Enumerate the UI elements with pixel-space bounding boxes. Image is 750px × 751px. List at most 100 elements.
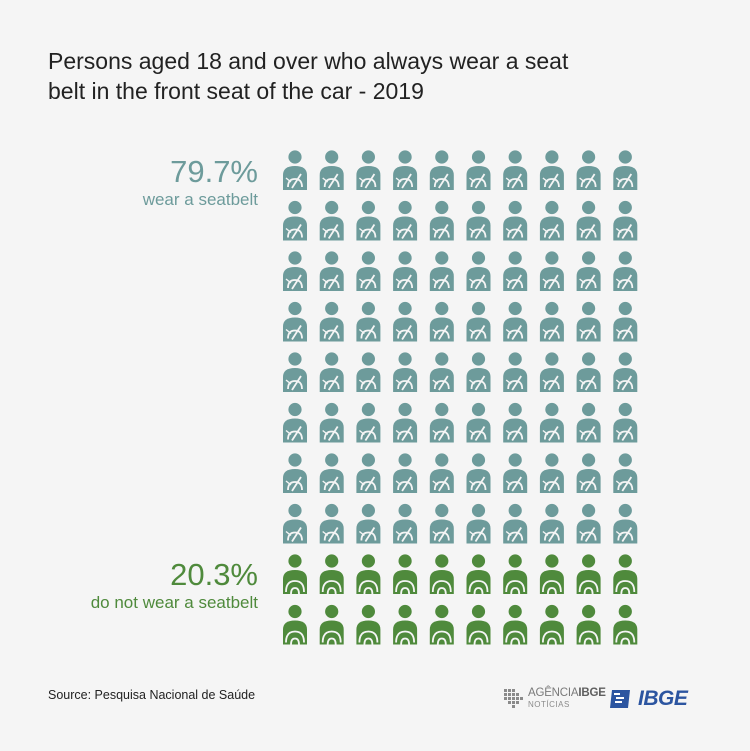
wear-percentage: 79.7%	[170, 154, 258, 189]
not-wear-percentage: 20.3%	[170, 557, 258, 592]
person-belted-icon	[283, 200, 307, 241]
person-belted-icon	[613, 402, 638, 443]
person-belted-icon	[613, 251, 638, 291]
person-belted-icon	[613, 453, 638, 493]
person-belted-icon	[356, 150, 381, 190]
agencia-ibge-word: IBGE	[578, 687, 606, 699]
person-belted-icon	[319, 503, 344, 544]
person-belted-icon	[319, 402, 344, 443]
person-unbelted-icon	[356, 604, 381, 645]
person-belted-icon	[503, 503, 528, 544]
agencia-subtitle: NOTÍCIAS	[528, 700, 570, 709]
person-belted-icon	[539, 150, 564, 190]
person-belted-icon	[356, 251, 381, 291]
person-belted-icon	[576, 150, 601, 190]
person-belted-icon	[466, 251, 491, 291]
person-belted-icon	[283, 251, 307, 291]
person-unbelted-icon	[393, 554, 418, 595]
person-belted-icon	[576, 453, 601, 493]
person-belted-icon	[539, 503, 564, 544]
agencia-word: AGÊNCIA	[528, 687, 579, 699]
person-unbelted-icon	[283, 554, 307, 595]
person-belted-icon	[613, 301, 638, 342]
person-belted-icon	[429, 150, 454, 190]
person-unbelted-icon	[283, 604, 307, 645]
wear-description: wear a seatbelt	[142, 190, 258, 209]
person-belted-icon	[356, 453, 381, 493]
person-belted-icon	[283, 301, 307, 342]
person-belted-icon	[466, 150, 491, 190]
person-belted-icon	[393, 301, 418, 342]
person-belted-icon	[283, 453, 307, 493]
person-belted-icon	[613, 150, 638, 190]
person-belted-icon	[466, 453, 491, 493]
person-belted-icon	[466, 200, 491, 241]
person-unbelted-icon	[539, 604, 564, 645]
person-belted-icon	[283, 352, 307, 392]
person-belted-icon	[393, 402, 418, 443]
person-belted-icon	[576, 251, 601, 291]
person-unbelted-icon	[613, 604, 638, 645]
agencia-mark-icon	[504, 689, 523, 708]
person-belted-icon	[429, 402, 454, 443]
ibge-logo: IBGE	[608, 687, 688, 711]
agencia-ibge-logo: AGÊNCIAIBGE NOTÍCIAS	[502, 686, 606, 712]
person-belted-icon	[576, 503, 601, 544]
person-belted-icon	[319, 453, 344, 493]
person-unbelted-icon	[576, 554, 601, 595]
person-belted-icon	[539, 402, 564, 443]
person-belted-icon	[429, 301, 454, 342]
person-belted-icon	[356, 503, 381, 544]
person-belted-icon	[503, 402, 528, 443]
person-unbelted-icon	[539, 554, 564, 595]
person-belted-icon	[356, 402, 381, 443]
person-belted-icon	[393, 200, 418, 241]
person-belted-icon	[466, 503, 491, 544]
chart-title: Persons aged 18 and over who always wear…	[48, 48, 569, 104]
person-unbelted-icon	[466, 604, 491, 645]
ibge-mark-icon	[610, 690, 630, 708]
person-belted-icon	[503, 352, 528, 392]
person-belted-icon	[539, 352, 564, 392]
person-belted-icon	[503, 200, 528, 241]
person-belted-icon	[429, 200, 454, 241]
person-belted-icon	[356, 200, 381, 241]
person-belted-icon	[539, 301, 564, 342]
person-belted-icon	[356, 352, 381, 392]
person-belted-icon	[503, 301, 528, 342]
person-belted-icon	[319, 150, 344, 190]
not-wear-label: 20.3% do not wear a seatbelt	[91, 558, 258, 614]
person-belted-icon	[393, 352, 418, 392]
person-unbelted-icon	[503, 554, 528, 595]
person-belted-icon	[503, 150, 528, 190]
person-belted-icon	[393, 503, 418, 544]
person-unbelted-icon	[393, 604, 418, 645]
person-belted-icon	[613, 200, 638, 241]
wear-label: 79.7% wear a seatbelt	[143, 155, 258, 211]
person-belted-icon	[466, 301, 491, 342]
person-belted-icon	[539, 200, 564, 241]
person-belted-icon	[466, 352, 491, 392]
person-belted-icon	[576, 352, 601, 392]
not-wear-description: do not wear a seatbelt	[90, 593, 258, 612]
person-unbelted-icon	[503, 604, 528, 645]
person-belted-icon	[576, 200, 601, 241]
person-belted-icon	[283, 150, 307, 190]
person-belted-icon	[576, 301, 601, 342]
person-belted-icon	[283, 503, 307, 544]
person-unbelted-icon	[429, 604, 454, 645]
person-unbelted-icon	[613, 554, 638, 595]
person-belted-icon	[393, 150, 418, 190]
person-unbelted-icon	[319, 554, 344, 595]
source-note: Source: Pesquisa Nacional de Saúde	[48, 688, 256, 702]
person-unbelted-icon	[356, 554, 381, 595]
person-unbelted-icon	[576, 604, 601, 645]
person-belted-icon	[319, 352, 344, 392]
person-belted-icon	[429, 352, 454, 392]
person-belted-icon	[466, 402, 491, 443]
person-belted-icon	[429, 453, 454, 493]
person-belted-icon	[393, 453, 418, 493]
person-belted-icon	[576, 402, 601, 443]
person-belted-icon	[539, 453, 564, 493]
pictogram-grid	[283, 150, 638, 645]
